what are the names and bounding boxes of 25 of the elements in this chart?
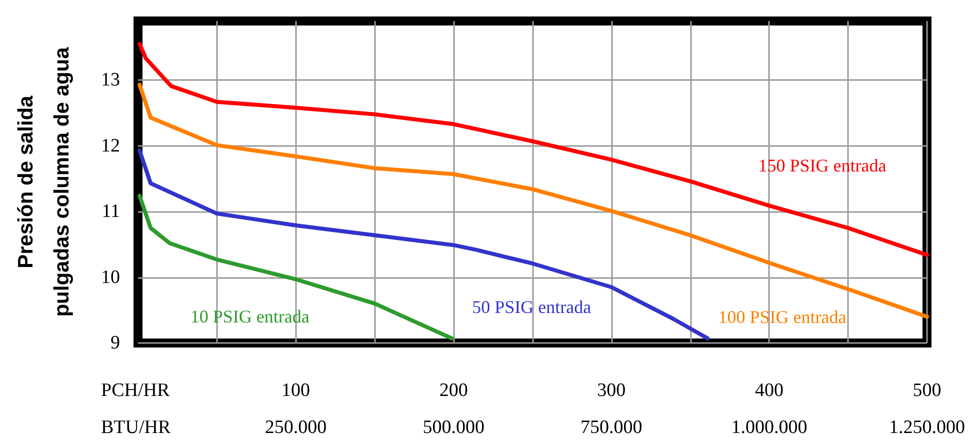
x2-tick-label: 500.000: [422, 417, 484, 438]
y-tick-label: 13: [101, 70, 120, 91]
x-tick-label: 200: [439, 380, 468, 401]
x-axis-title: PCH/HR: [101, 380, 170, 401]
x2-tick-label: 750.000: [580, 417, 642, 438]
series-label: 150 PSIG entrada: [758, 156, 886, 176]
y-tick-label: 9: [110, 332, 120, 354]
x2-axis-title: BTU/HR: [101, 417, 171, 438]
y-tick-label: 11: [102, 201, 120, 222]
line-series: [138, 42, 929, 257]
y-tick-label: 12: [101, 135, 120, 156]
x-tick-label: 500: [912, 380, 942, 401]
x-tick-label: 100: [282, 380, 310, 401]
x-tick-label: 300: [597, 380, 626, 401]
line-series: [138, 148, 710, 340]
x2-tick-label: 1.250.000: [889, 417, 965, 438]
x2-tick-label: 1.000.000: [731, 417, 808, 438]
series-label: 50 PSIG entrada: [472, 297, 592, 318]
series-label: 100 PSIG entrada: [718, 306, 846, 327]
x2-tick-label: 250.000: [264, 417, 327, 438]
x-tick-label: 400: [754, 380, 784, 401]
y-axis-title: Presión de salida pulgadas columna de agua: [14, 46, 74, 317]
y-tick-label: 10: [101, 266, 120, 288]
line-series: [138, 194, 454, 340]
series-label: 10 PSIG entrada: [190, 306, 310, 327]
